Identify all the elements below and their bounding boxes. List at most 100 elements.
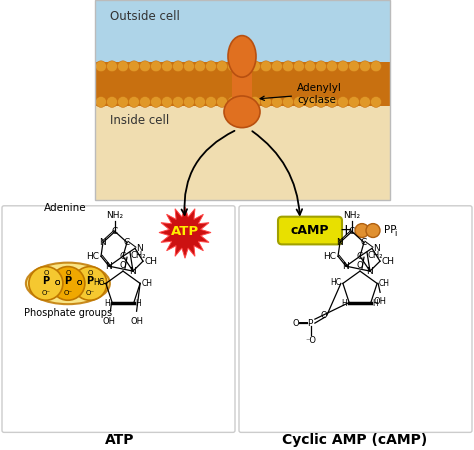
Bar xyxy=(232,69,252,99)
Text: O: O xyxy=(54,280,60,286)
Text: C: C xyxy=(120,252,126,261)
Text: C: C xyxy=(357,252,363,261)
Circle shape xyxy=(139,96,151,108)
FancyBboxPatch shape xyxy=(239,206,472,432)
Circle shape xyxy=(128,96,139,108)
Text: OH: OH xyxy=(130,317,143,326)
Text: H: H xyxy=(136,299,141,308)
Text: CH: CH xyxy=(382,256,395,266)
Text: HC: HC xyxy=(93,278,104,287)
Circle shape xyxy=(173,61,183,72)
Circle shape xyxy=(29,266,63,300)
Circle shape xyxy=(183,61,194,72)
Text: HC: HC xyxy=(86,252,99,261)
Text: N: N xyxy=(100,238,106,247)
Text: O⁻: O⁻ xyxy=(41,290,50,296)
Circle shape xyxy=(316,61,327,72)
Text: CH₂: CH₂ xyxy=(368,251,383,260)
Text: N: N xyxy=(373,244,380,253)
Ellipse shape xyxy=(224,96,260,128)
Circle shape xyxy=(118,61,128,72)
Text: O: O xyxy=(98,280,103,286)
Circle shape xyxy=(107,96,118,108)
Circle shape xyxy=(151,61,162,72)
Circle shape xyxy=(283,96,293,108)
Text: Adenine: Adenine xyxy=(45,203,87,213)
Circle shape xyxy=(348,61,359,72)
Circle shape xyxy=(366,224,380,238)
Circle shape xyxy=(128,61,139,72)
Circle shape xyxy=(371,61,382,72)
FancyBboxPatch shape xyxy=(278,217,342,244)
Circle shape xyxy=(327,96,337,108)
Circle shape xyxy=(228,96,238,108)
Circle shape xyxy=(359,96,371,108)
Text: OH: OH xyxy=(103,317,116,326)
Text: CH: CH xyxy=(379,279,390,288)
Text: C: C xyxy=(349,227,355,236)
Circle shape xyxy=(173,96,183,108)
Text: HC: HC xyxy=(330,278,341,287)
Text: Inside cell: Inside cell xyxy=(110,114,169,127)
Circle shape xyxy=(304,96,316,108)
Circle shape xyxy=(249,96,261,108)
Circle shape xyxy=(206,61,217,72)
Circle shape xyxy=(316,96,327,108)
Text: O: O xyxy=(76,280,82,286)
Circle shape xyxy=(348,96,359,108)
Text: CH: CH xyxy=(142,279,153,288)
Circle shape xyxy=(95,96,107,108)
Circle shape xyxy=(304,61,316,72)
Circle shape xyxy=(95,61,107,72)
Text: N: N xyxy=(136,244,143,253)
Text: Outside cell: Outside cell xyxy=(110,10,180,23)
Text: O: O xyxy=(54,280,60,286)
Circle shape xyxy=(238,96,249,108)
Circle shape xyxy=(151,96,162,108)
Text: H: H xyxy=(373,299,378,308)
Circle shape xyxy=(337,61,348,72)
Ellipse shape xyxy=(26,263,110,304)
Text: N: N xyxy=(343,261,349,270)
Text: PP: PP xyxy=(384,225,396,234)
Circle shape xyxy=(162,61,173,72)
Text: CH: CH xyxy=(145,256,158,266)
Text: Phosphate groups: Phosphate groups xyxy=(24,308,112,318)
Circle shape xyxy=(228,61,238,72)
Circle shape xyxy=(238,61,249,72)
Text: cAMP: cAMP xyxy=(291,224,329,237)
Text: ⁻O: ⁻O xyxy=(305,336,316,345)
Text: P: P xyxy=(42,276,49,287)
Circle shape xyxy=(293,96,304,108)
Circle shape xyxy=(217,96,228,108)
Circle shape xyxy=(272,61,283,72)
Circle shape xyxy=(206,96,217,108)
Circle shape xyxy=(359,61,371,72)
Text: Cyclic AMP (cAMP): Cyclic AMP (cAMP) xyxy=(283,433,428,447)
Text: O: O xyxy=(65,270,71,275)
Text: N: N xyxy=(129,266,137,275)
Text: C: C xyxy=(361,238,367,247)
Text: O: O xyxy=(76,280,82,286)
Circle shape xyxy=(261,96,272,108)
Text: N: N xyxy=(106,261,112,270)
Text: O: O xyxy=(120,261,126,270)
Circle shape xyxy=(261,61,272,72)
Text: Adenylyl
cyclase: Adenylyl cyclase xyxy=(260,83,342,105)
Text: ATP: ATP xyxy=(171,225,199,238)
Circle shape xyxy=(118,96,128,108)
Text: N: N xyxy=(337,238,343,247)
Text: O: O xyxy=(292,319,299,328)
Text: i: i xyxy=(394,229,396,238)
Circle shape xyxy=(162,96,173,108)
Ellipse shape xyxy=(228,36,256,77)
Circle shape xyxy=(139,61,151,72)
Text: P: P xyxy=(86,276,93,287)
Text: O: O xyxy=(43,270,48,275)
Polygon shape xyxy=(159,207,211,258)
Circle shape xyxy=(217,61,228,72)
Circle shape xyxy=(327,61,337,72)
Bar xyxy=(95,0,390,200)
Circle shape xyxy=(183,96,194,108)
Text: P: P xyxy=(308,319,313,328)
